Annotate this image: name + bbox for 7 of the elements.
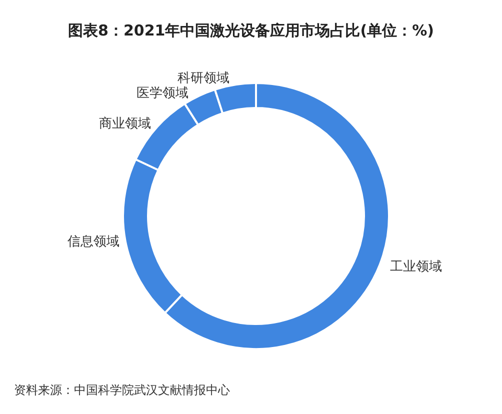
slice-label: 商业领域	[99, 116, 152, 132]
slice-label: 信息领域	[67, 234, 120, 250]
text: 资料来源：中国科学院武汉文献情报中心	[14, 383, 230, 397]
slice-label: 工业领域	[390, 260, 442, 275]
slice-label: 医学领域	[136, 86, 188, 102]
chart-title: 图表8：2021年中国激光设备应用市场占比(单位：%)	[68, 22, 434, 40]
slice-label: 科研领域	[177, 71, 230, 86]
